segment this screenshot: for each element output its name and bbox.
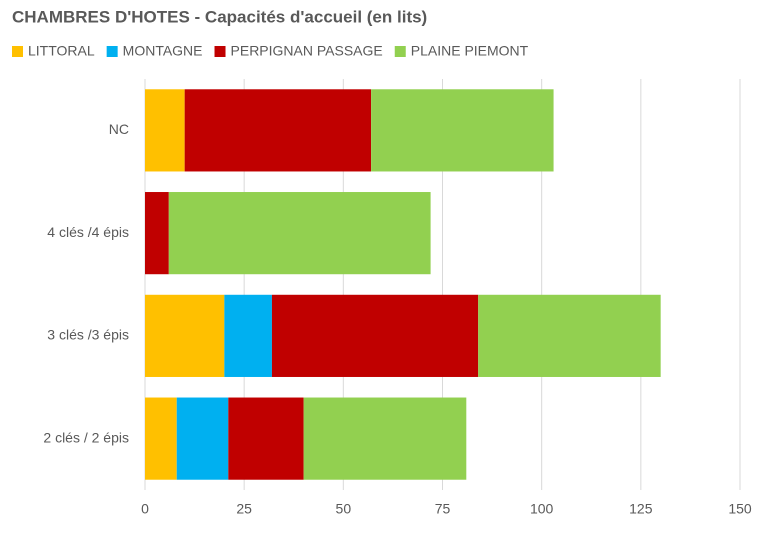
y-tick-label: NC bbox=[109, 121, 129, 137]
legend-label: MONTAGNE bbox=[123, 43, 203, 59]
bar-segment bbox=[145, 89, 185, 172]
legend-swatch bbox=[12, 46, 23, 57]
x-tick-label: 0 bbox=[141, 501, 149, 517]
bar-segment bbox=[478, 294, 661, 377]
chart-title: CHAMBRES D'HOTES - Capacités d'accueil (… bbox=[12, 7, 427, 26]
legend-swatch bbox=[214, 46, 226, 57]
x-tick-label: 25 bbox=[236, 501, 252, 517]
legend-swatch bbox=[394, 46, 406, 57]
bar-segment bbox=[224, 294, 272, 377]
bar-segment bbox=[184, 89, 372, 172]
bar-segment bbox=[145, 192, 169, 275]
y-tick-label: 2 clés / 2 épis bbox=[43, 429, 129, 445]
bar-segment bbox=[371, 89, 554, 172]
bar-segment bbox=[271, 294, 479, 377]
x-tick-label: 50 bbox=[336, 501, 352, 517]
x-tick-label: 150 bbox=[728, 501, 752, 517]
y-tick-label: 3 clés /3 épis bbox=[47, 327, 129, 343]
legend-label: PERPIGNAN PASSAGE bbox=[231, 43, 383, 59]
legend-label: LITTORAL bbox=[28, 43, 95, 59]
x-tick-label: 100 bbox=[530, 501, 554, 517]
bar-segment bbox=[145, 294, 225, 377]
x-tick-label: 125 bbox=[629, 501, 653, 517]
y-tick-label: 4 clés /4 épis bbox=[47, 224, 129, 240]
bar-segment bbox=[303, 397, 467, 480]
legend-label: PLAINE PIEMONT bbox=[411, 43, 529, 59]
bar-segment bbox=[228, 397, 304, 480]
legend-swatch bbox=[106, 46, 118, 57]
x-tick-label: 75 bbox=[435, 501, 451, 517]
bar-segment bbox=[176, 397, 229, 480]
bar-segment bbox=[168, 192, 431, 275]
bar-segment bbox=[145, 397, 177, 480]
